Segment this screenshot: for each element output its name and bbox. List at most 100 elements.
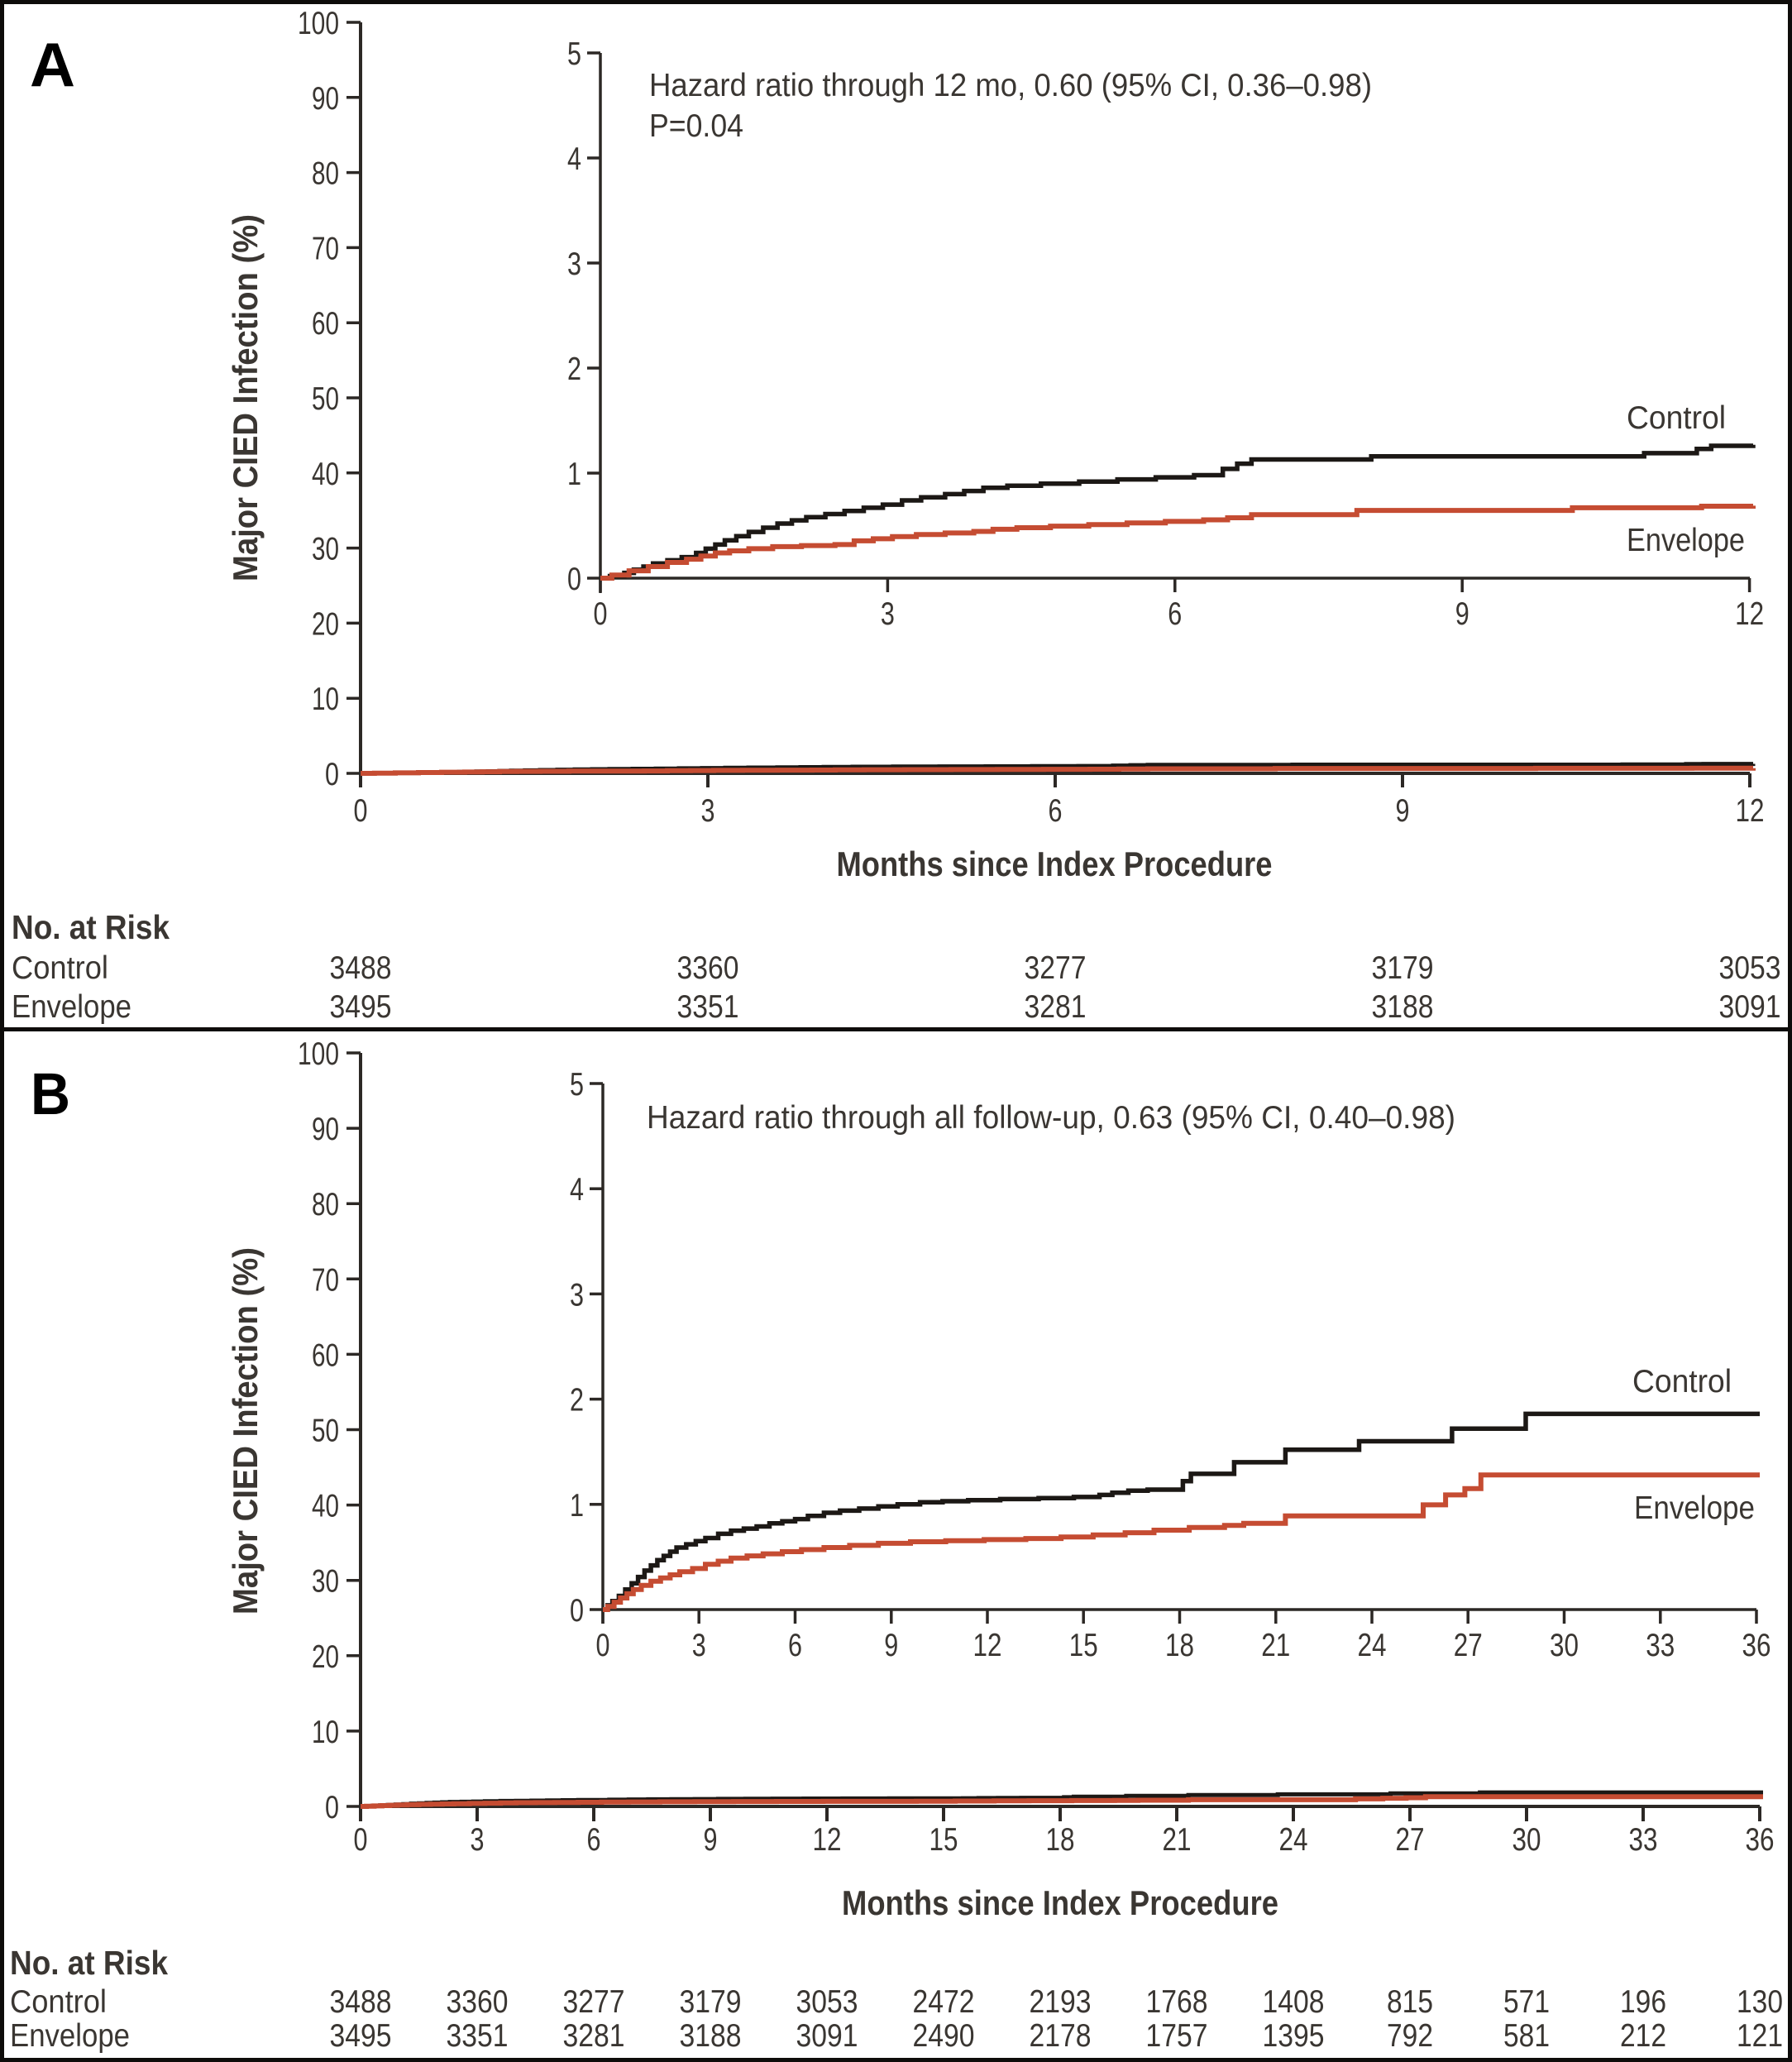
svg-text:1: 1 <box>570 1488 584 1524</box>
svg-text:3351: 3351 <box>447 2018 509 2054</box>
svg-text:6: 6 <box>788 1628 802 1663</box>
svg-text:A: A <box>30 30 75 99</box>
svg-text:3: 3 <box>701 793 715 829</box>
svg-text:No. at Risk: No. at Risk <box>12 908 170 946</box>
svg-text:80: 80 <box>312 156 339 192</box>
svg-text:571: 571 <box>1503 1984 1550 2020</box>
svg-text:3488: 3488 <box>330 950 392 986</box>
svg-text:30: 30 <box>312 532 339 567</box>
svg-text:2: 2 <box>567 352 581 387</box>
svg-text:3495: 3495 <box>330 989 392 1025</box>
svg-text:3: 3 <box>881 596 895 632</box>
svg-text:9: 9 <box>884 1628 898 1663</box>
svg-text:3495: 3495 <box>330 2018 392 2054</box>
svg-text:3179: 3179 <box>680 1984 742 2020</box>
svg-text:212: 212 <box>1620 2018 1666 2054</box>
svg-text:60: 60 <box>312 1337 339 1373</box>
svg-text:4: 4 <box>570 1172 584 1208</box>
svg-text:0: 0 <box>325 757 339 792</box>
svg-text:2490: 2490 <box>913 2018 975 2054</box>
svg-text:10: 10 <box>312 1715 339 1750</box>
svg-text:815: 815 <box>1387 1984 1433 2020</box>
svg-text:6: 6 <box>1168 596 1182 632</box>
svg-text:0: 0 <box>354 793 368 829</box>
svg-text:9: 9 <box>1455 596 1469 632</box>
svg-text:0: 0 <box>596 1628 610 1663</box>
svg-text:33: 33 <box>1629 1822 1658 1858</box>
svg-text:Envelope: Envelope <box>10 2018 130 2054</box>
svg-text:9: 9 <box>1396 793 1410 829</box>
svg-text:3091: 3091 <box>796 2018 858 2054</box>
svg-text:0: 0 <box>325 1790 339 1825</box>
svg-text:3179: 3179 <box>1372 950 1434 986</box>
svg-text:2472: 2472 <box>913 1984 975 2020</box>
svg-text:3277: 3277 <box>563 1984 625 2020</box>
svg-text:1408: 1408 <box>1263 1984 1325 2020</box>
svg-text:100: 100 <box>298 6 339 41</box>
svg-text:3: 3 <box>567 246 581 282</box>
svg-text:40: 40 <box>312 457 339 492</box>
svg-text:Control: Control <box>12 950 108 986</box>
svg-text:40: 40 <box>312 1489 339 1524</box>
svg-text:Major CIED Infection (%): Major CIED Infection (%) <box>226 214 265 581</box>
svg-text:0: 0 <box>354 1822 368 1858</box>
svg-text:24: 24 <box>1358 1628 1387 1663</box>
svg-text:3053: 3053 <box>1719 950 1781 986</box>
svg-text:Hazard ratio through all follo: Hazard ratio through all follow-up, 0.63… <box>647 1100 1455 1136</box>
svg-text:2193: 2193 <box>1030 1984 1092 2020</box>
svg-text:3351: 3351 <box>677 989 739 1025</box>
svg-text:2178: 2178 <box>1030 2018 1092 2054</box>
svg-text:6: 6 <box>587 1822 601 1858</box>
svg-text:90: 90 <box>312 81 339 117</box>
svg-text:196: 196 <box>1620 1984 1666 2020</box>
svg-text:12: 12 <box>813 1822 842 1858</box>
svg-text:100: 100 <box>298 1036 339 1072</box>
svg-text:3360: 3360 <box>447 1984 509 2020</box>
svg-text:5: 5 <box>570 1067 584 1103</box>
svg-text:1757: 1757 <box>1146 2018 1208 2054</box>
svg-text:Envelope: Envelope <box>1627 523 1745 558</box>
svg-text:6: 6 <box>1049 793 1063 829</box>
svg-text:21: 21 <box>1163 1822 1192 1858</box>
svg-text:80: 80 <box>312 1187 339 1222</box>
svg-text:70: 70 <box>312 231 339 266</box>
svg-text:Major CIED Infection (%): Major CIED Infection (%) <box>226 1247 265 1615</box>
svg-text:20: 20 <box>312 1639 339 1675</box>
svg-text:50: 50 <box>312 1414 339 1449</box>
svg-text:1: 1 <box>567 457 581 492</box>
svg-text:18: 18 <box>1165 1628 1194 1663</box>
svg-text:2: 2 <box>570 1383 584 1419</box>
svg-text:20: 20 <box>312 606 339 642</box>
svg-text:36: 36 <box>1746 1822 1775 1858</box>
svg-text:21: 21 <box>1261 1628 1290 1663</box>
svg-text:9: 9 <box>704 1822 718 1858</box>
svg-text:30: 30 <box>1550 1628 1579 1663</box>
svg-text:Envelope: Envelope <box>1634 1490 1755 1526</box>
svg-text:3053: 3053 <box>796 1984 858 2020</box>
svg-text:121: 121 <box>1737 2018 1783 2054</box>
svg-text:33: 33 <box>1646 1628 1675 1663</box>
svg-text:3281: 3281 <box>1025 989 1087 1025</box>
svg-text:27: 27 <box>1454 1628 1483 1663</box>
svg-text:Months since Index Procedure: Months since Index Procedure <box>837 844 1273 883</box>
svg-text:27: 27 <box>1396 1822 1425 1858</box>
svg-text:Envelope: Envelope <box>12 989 131 1025</box>
svg-text:3488: 3488 <box>330 1984 392 2020</box>
svg-text:10: 10 <box>312 682 339 717</box>
svg-text:5: 5 <box>567 36 581 72</box>
svg-text:90: 90 <box>312 1112 339 1147</box>
svg-text:3: 3 <box>570 1277 584 1313</box>
svg-text:3188: 3188 <box>680 2018 742 2054</box>
svg-text:12: 12 <box>1736 793 1765 829</box>
svg-text:3277: 3277 <box>1025 950 1087 986</box>
svg-text:50: 50 <box>312 381 339 417</box>
svg-text:Months since Index Procedure: Months since Index Procedure <box>842 1883 1278 1922</box>
svg-text:Hazard ratio through 12 mo, 0.: Hazard ratio through 12 mo, 0.60 (95% CI… <box>649 68 1372 103</box>
svg-text:3: 3 <box>471 1822 485 1858</box>
svg-text:3281: 3281 <box>563 2018 625 2054</box>
svg-text:15: 15 <box>1069 1628 1098 1663</box>
svg-text:4: 4 <box>567 141 581 177</box>
svg-text:15: 15 <box>929 1822 958 1858</box>
svg-text:581: 581 <box>1503 2018 1550 2054</box>
svg-text:12: 12 <box>1735 596 1764 632</box>
